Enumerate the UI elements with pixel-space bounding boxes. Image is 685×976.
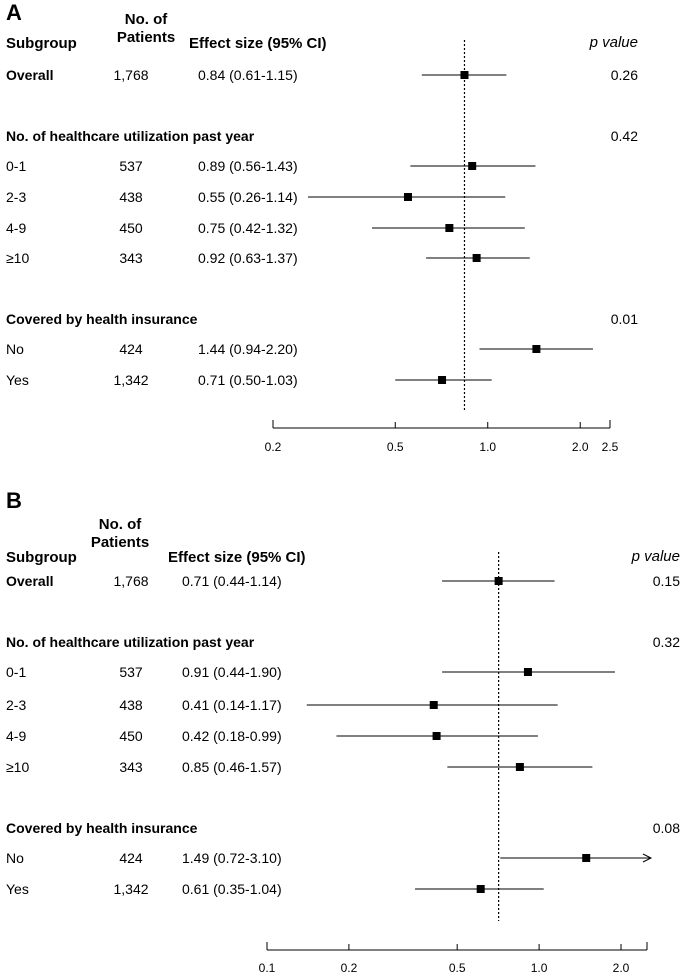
patient-count: 438 xyxy=(119,697,143,713)
header-p-value: p value xyxy=(631,548,680,565)
patient-count: 438 xyxy=(119,189,143,205)
plot-area: 0.1 0.2 0.5 1.0 2.0 xyxy=(259,552,653,975)
subgroup-header: No. of healthcare utilization past year xyxy=(6,128,255,144)
point-estimate xyxy=(532,345,541,353)
effect-size-text: 0.84 (0.61-1.15) xyxy=(198,67,298,83)
x-tick-label: 0.2 xyxy=(341,961,358,975)
effect-size-text: 0.85 (0.46-1.57) xyxy=(182,759,282,775)
point-estimate xyxy=(472,254,481,262)
effect-size-text: 0.92 (0.63-1.37) xyxy=(198,250,298,266)
subgroup-header: No. of healthcare utilization past year xyxy=(6,634,255,650)
p-value: 0.01 xyxy=(610,311,638,327)
effect-size-text: 1.49 (0.72-3.10) xyxy=(182,850,282,866)
p-value: 0.15 xyxy=(652,573,680,589)
point-estimate xyxy=(523,668,532,676)
subgroup-label: 4-9 xyxy=(6,220,27,236)
patient-count: 1,768 xyxy=(113,573,149,589)
panel-label: B xyxy=(6,488,22,513)
point-estimate xyxy=(445,224,454,232)
point-estimate xyxy=(429,701,438,709)
point-estimate xyxy=(494,577,503,585)
subgroup-label: 0-1 xyxy=(6,158,27,174)
patient-count: 1,342 xyxy=(113,881,149,897)
patient-count: 343 xyxy=(119,250,143,266)
panel-label: A xyxy=(6,0,22,25)
patient-count: 1,768 xyxy=(113,67,149,83)
subgroup-header: Covered by health insurance xyxy=(6,311,198,327)
point-estimate xyxy=(403,193,412,201)
patient-count: 424 xyxy=(119,850,143,866)
p-value: 0.32 xyxy=(652,634,680,650)
forest-plot-panel-b: B Subgroup No. of Patients Effect size (95%… xyxy=(0,488,685,976)
x-tick-label: 2.0 xyxy=(613,961,630,975)
subgroup-label: 2-3 xyxy=(6,697,27,713)
subgroup-label: 0-1 xyxy=(6,664,27,680)
p-value: 0.26 xyxy=(610,67,638,83)
header-effect-size: Effect size (95% CI) xyxy=(189,35,327,52)
header-effect-size: Effect size (95% CI) xyxy=(168,549,306,566)
effect-size-text: 0.55 (0.26-1.14) xyxy=(198,189,298,205)
effect-size-text: 0.71 (0.44-1.14) xyxy=(182,573,282,589)
plot-area: 0.2 0.5 1.0 2.0 2.5 xyxy=(265,40,619,454)
patient-count: 450 xyxy=(119,728,143,744)
patient-count: 424 xyxy=(119,341,143,357)
effect-size-text: 1.44 (0.94-2.20) xyxy=(198,341,298,357)
p-value: 0.08 xyxy=(652,820,680,836)
x-tick-label: 0.2 xyxy=(265,440,282,454)
point-estimate xyxy=(432,732,441,740)
x-tick-label: 0.1 xyxy=(259,961,276,975)
subgroup-label: No xyxy=(6,341,24,357)
point-estimate xyxy=(476,885,485,893)
effect-size-text: 0.41 (0.14-1.17) xyxy=(182,697,282,713)
subgroup-label: 2-3 xyxy=(6,189,27,205)
forest-plot-panel-a: A Subgroup No. of Patients Effect size (95%… xyxy=(6,0,638,454)
header-p-value: p value xyxy=(589,34,638,51)
effect-size-text: 0.89 (0.56-1.43) xyxy=(198,158,298,174)
ci-arrow xyxy=(642,853,653,863)
subgroup-label: Overall xyxy=(6,67,54,83)
subgroup-label: Yes xyxy=(6,881,29,897)
p-value: 0.42 xyxy=(610,128,638,144)
patient-count: 537 xyxy=(119,664,143,680)
point-estimate xyxy=(438,376,447,384)
patient-count: 537 xyxy=(119,158,143,174)
subgroup-header: Covered by health insurance xyxy=(6,820,198,836)
header-subgroup: Subgroup xyxy=(6,35,77,52)
subgroup-label: ≥10 xyxy=(6,250,30,266)
x-tick-label: 0.5 xyxy=(449,961,466,975)
subgroup-label: No xyxy=(6,850,24,866)
subgroup-label: Overall xyxy=(6,573,54,589)
effect-size-text: 0.91 (0.44-1.90) xyxy=(182,664,282,680)
patient-count: 343 xyxy=(119,759,143,775)
subgroup-label: Yes xyxy=(6,372,29,388)
header-patients: No. of Patients xyxy=(116,11,176,46)
x-tick-label: 0.5 xyxy=(387,440,404,454)
x-tick-label: 1.0 xyxy=(531,961,548,975)
header-patients: No. of Patients xyxy=(90,516,150,551)
subgroup-label: 4-9 xyxy=(6,728,27,744)
effect-size-text: 0.75 (0.42-1.32) xyxy=(198,220,298,236)
x-tick-label: 2.0 xyxy=(572,440,589,454)
point-estimate xyxy=(515,763,524,771)
effect-size-text: 0.61 (0.35-1.04) xyxy=(182,881,282,897)
x-tick-label: 2.5 xyxy=(602,440,619,454)
effect-size-text: 0.71 (0.50-1.03) xyxy=(198,372,298,388)
point-estimate xyxy=(460,71,469,79)
effect-size-text: 0.42 (0.18-0.99) xyxy=(182,728,282,744)
subgroup-label: ≥10 xyxy=(6,759,30,775)
patient-count: 1,342 xyxy=(113,372,149,388)
x-tick-label: 1.0 xyxy=(479,440,496,454)
header-subgroup: Subgroup xyxy=(6,549,77,566)
point-estimate xyxy=(468,162,477,170)
patient-count: 450 xyxy=(119,220,143,236)
point-estimate xyxy=(582,854,591,862)
